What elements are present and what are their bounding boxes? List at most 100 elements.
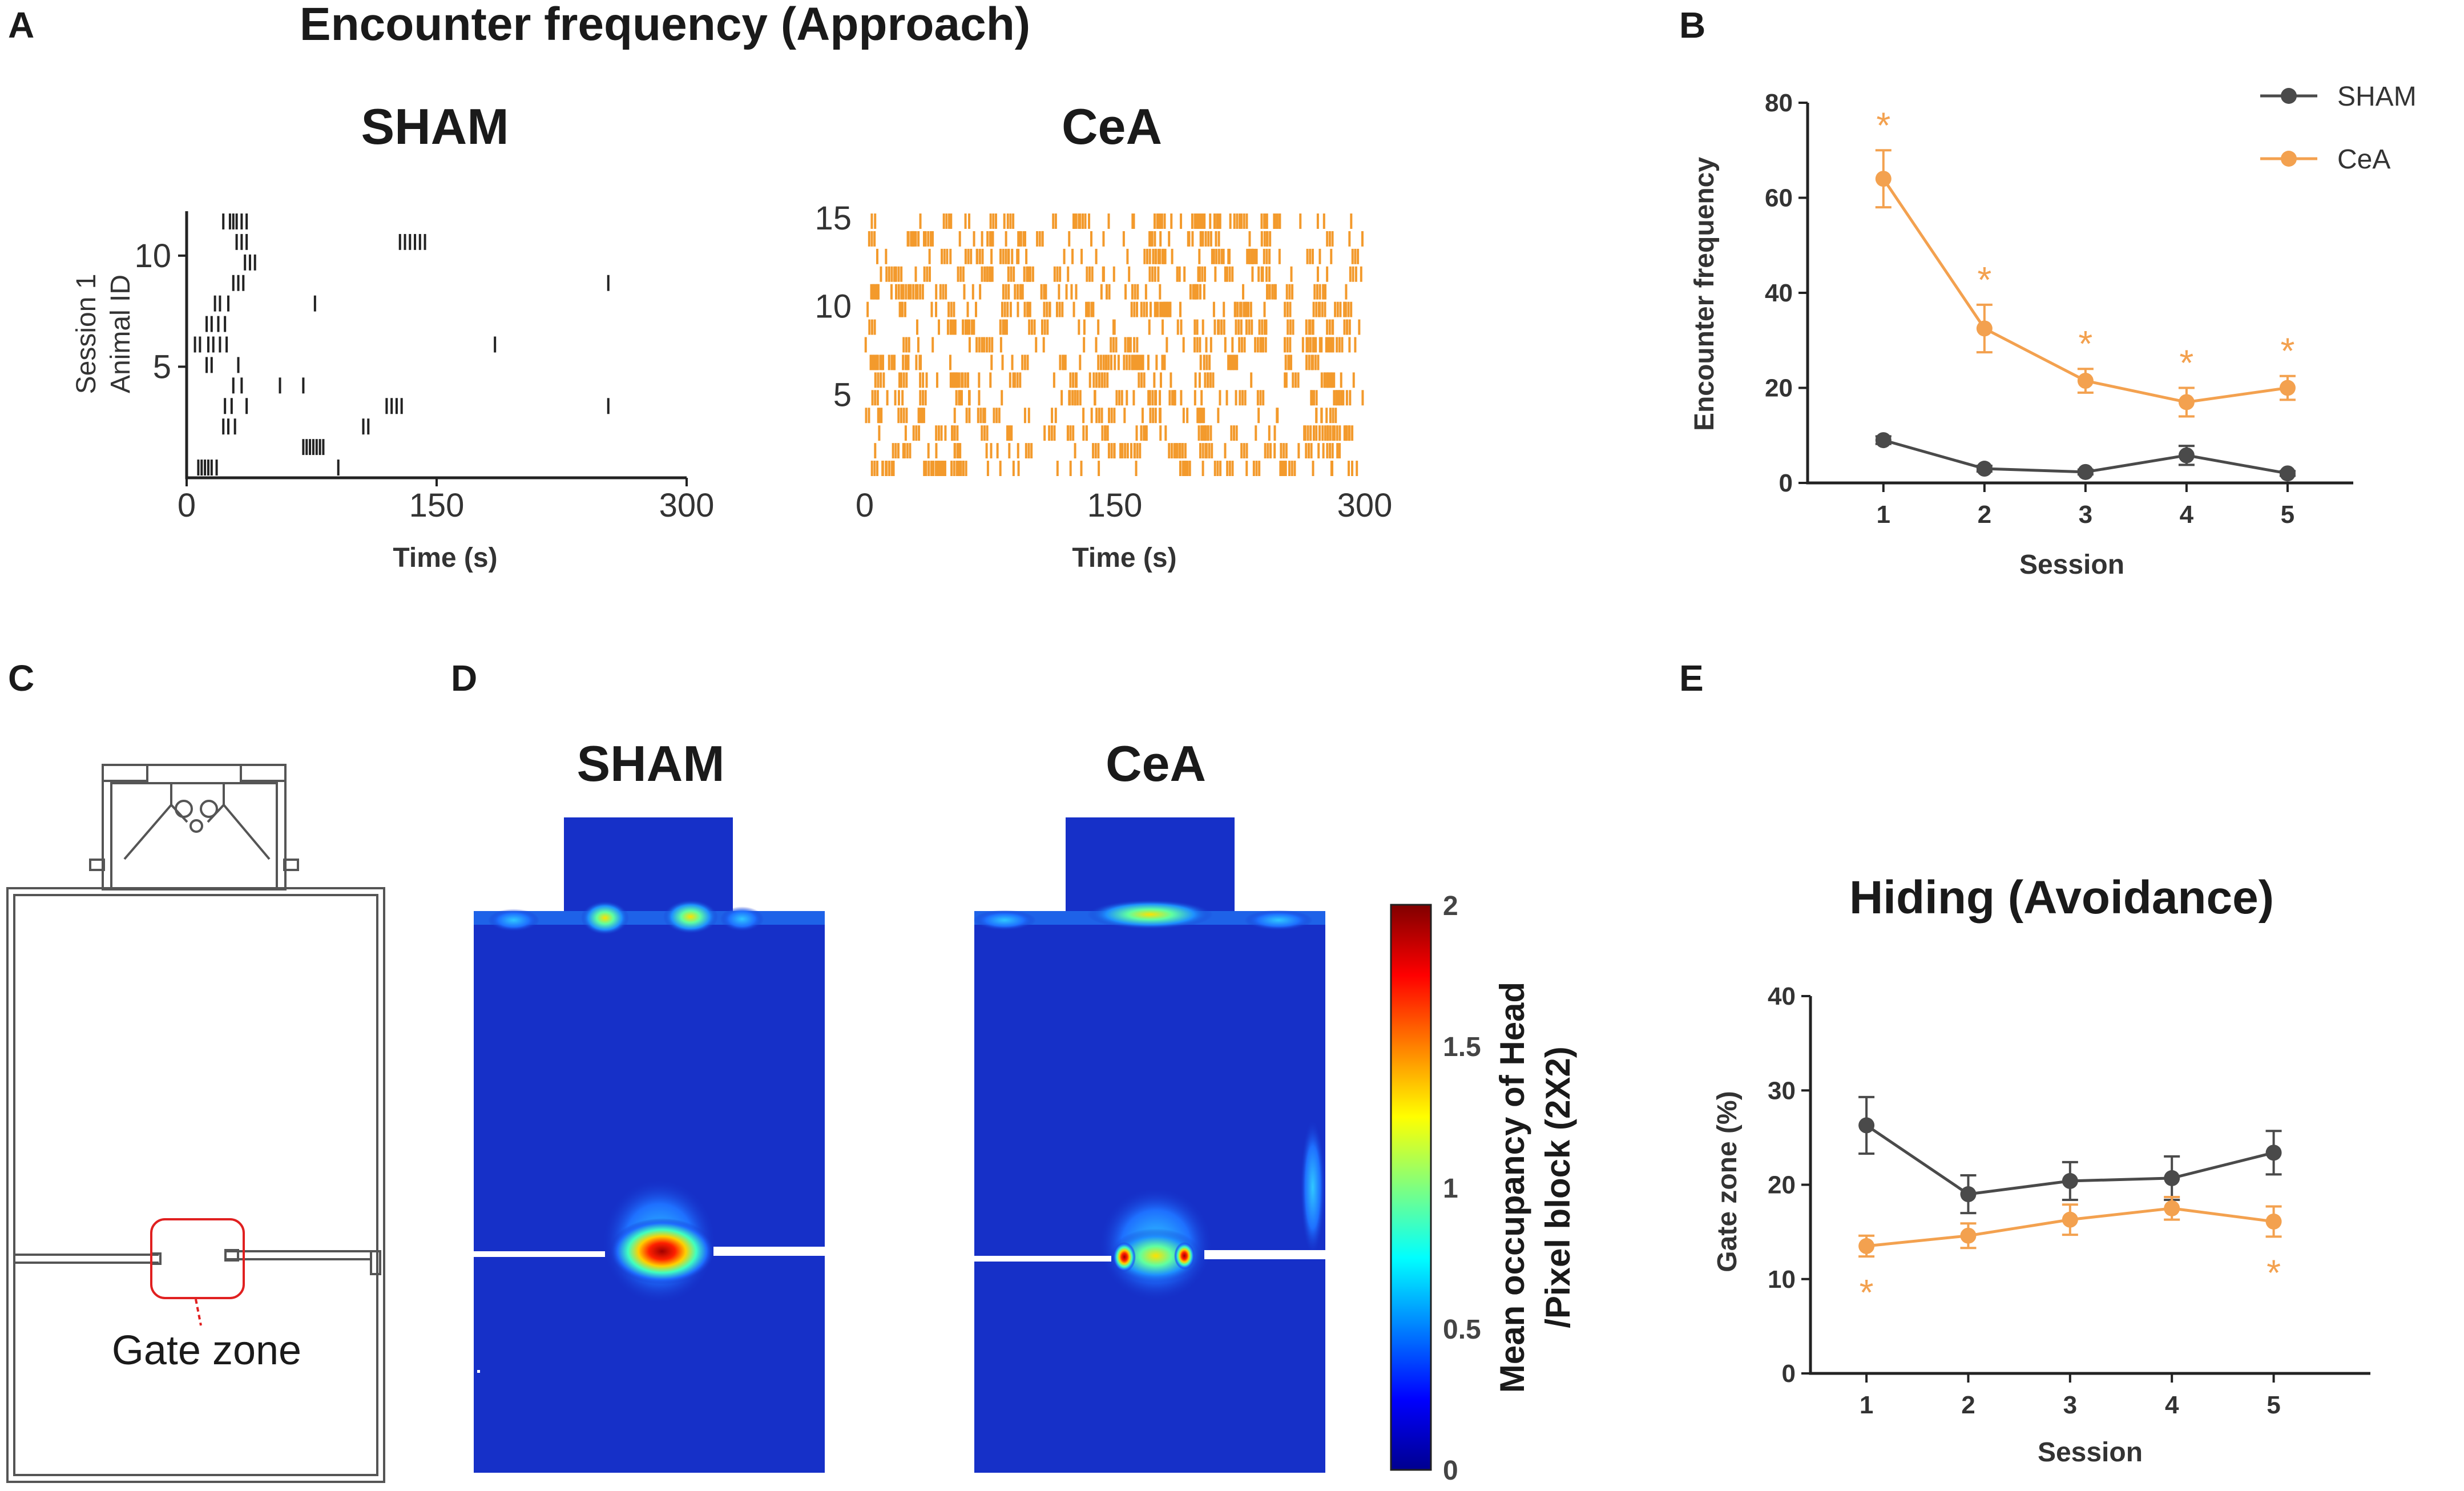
chart-b-axes [1806, 103, 2353, 485]
arena-head-tab-right [240, 764, 287, 782]
cea-hotspot-top-right [1244, 910, 1313, 930]
sham-xtick-label: 150 [409, 487, 465, 524]
chart-b-cea-point [2178, 394, 2195, 410]
arena-clip-right [283, 859, 299, 871]
chart-e-series: * * [1858, 1095, 2282, 1313]
chart-b-series: * * * * * [1875, 104, 2296, 482]
chart-e-xtick-label: 3 [2063, 1391, 2077, 1419]
chart-b-cea-point [2077, 373, 2094, 389]
cea-ytick-label: 5 [833, 376, 852, 413]
legend-cea-marker [2281, 151, 2297, 167]
chart-b-sham-point [2279, 465, 2296, 482]
chart-e-sham-point [2062, 1172, 2078, 1189]
chart-e-sham-point [2164, 1170, 2180, 1186]
gate-zone-box [150, 1218, 245, 1299]
chart-b-ticks: 0 20 40 60 80 1 2 3 4 5 [1765, 89, 2294, 529]
chart-e-significance-star: * [1860, 1272, 1874, 1313]
legend-sham-label: SHAM [2337, 82, 2417, 112]
cea-hotspot-gate-left [1113, 1242, 1136, 1272]
arena-clip-left [89, 859, 105, 871]
chart-b-cea-point [1875, 171, 1892, 187]
chart-b-ytick-label: 60 [1765, 184, 1793, 212]
cea-xtick-label: 150 [1087, 487, 1143, 524]
cea-heatmap-head-zone [1066, 817, 1235, 916]
sham-ytick-label: 10 [134, 237, 171, 275]
sham-divider-right [713, 1247, 825, 1256]
sham-heatmap-title: SHAM [576, 735, 724, 792]
chart-b-xtick-label: 3 [2079, 501, 2092, 529]
chart-b-sham-point [1875, 432, 1892, 449]
chart-e-sham-point [1960, 1186, 1977, 1203]
gate-zone-label: Gate zone [112, 1328, 301, 1373]
cea-hotspot-wall [1300, 1119, 1325, 1256]
cea-heatmap [973, 817, 1325, 1473]
colorbar-tick-1-5: 1.5 [1443, 1032, 1481, 1062]
chart-e-ytick-label: 0 [1782, 1360, 1796, 1388]
chart-b-ytick-label: 80 [1765, 89, 1793, 117]
chart-b-cea-point [2279, 380, 2296, 396]
panel-label-e: E [1679, 658, 1704, 699]
sham-hotspot-top-4 [488, 909, 539, 932]
chart-b-sham-point [1976, 461, 1993, 477]
cea-ytick-label: 10 [814, 288, 852, 325]
cea-ytick-label: 15 [814, 200, 852, 237]
chart-b-significance-star: * [2179, 342, 2193, 384]
chart-e-ytick-label: 30 [1768, 1077, 1796, 1105]
chart-e-ticks: 0 10 20 30 40 1 2 3 4 5 [1768, 982, 2281, 1419]
chart-e-cea-point [1858, 1238, 1875, 1254]
chart-b-xlabel: Session [2019, 550, 2124, 580]
chart-e-sham-point [1858, 1117, 1875, 1134]
chart-e-cea-point [2062, 1211, 2078, 1228]
sham-hotspot-top-3 [720, 906, 764, 932]
chart-b-xtick-label: 5 [2281, 501, 2294, 529]
chart-e-xlabel: Session [2038, 1437, 2143, 1468]
chart-b: 0 20 40 60 80 1 2 3 4 5 * * * * * Encounter frequency… [1689, 82, 2417, 580]
chart-b-significance-star: * [1977, 259, 1991, 300]
chart-b-ytick-label: 20 [1765, 374, 1793, 402]
sham-heatmap-head-zone [564, 817, 733, 916]
cea-hotspot-gate [1110, 1228, 1201, 1283]
chart-e-significance-star: * [2267, 1252, 2281, 1293]
chart-b-xtick-label: 2 [1978, 501, 1991, 529]
legend-cea-label: CeA [2337, 144, 2390, 175]
sham-raster-xlabel: Time (s) [393, 543, 497, 573]
cea-raster-title: CeA [1062, 98, 1162, 155]
sham-speck [477, 1370, 480, 1373]
chart-e-ytick-label: 40 [1768, 982, 1796, 1010]
sham-divider-left [474, 1251, 605, 1257]
colorbar-gradient [1390, 904, 1432, 1471]
cea-hotspot-top [1087, 900, 1213, 929]
panel-label-c: C [8, 658, 34, 699]
chart-b-significance-star: * [2078, 323, 2092, 364]
chart-b-ylabel: Encounter frequency [1689, 157, 1720, 431]
panel-label-b: B [1679, 5, 1705, 46]
arena-pin-right [200, 800, 218, 818]
chart-b-significance-star: * [2280, 331, 2294, 372]
cea-raster-events [864, 213, 1364, 476]
chart-e-cea-point [2164, 1200, 2180, 1216]
chart-b-significance-star: * [1876, 104, 1890, 146]
sham-raster: 0 150 300 5 10 Time (s) Session 1 Animal ID [71, 211, 714, 573]
arena-schematic [6, 764, 385, 1483]
chart-e-ytick-label: 10 [1768, 1266, 1796, 1293]
colorbar-tick-1: 1 [1443, 1174, 1458, 1204]
cea-xtick-label: 300 [1337, 487, 1393, 524]
chart-b-sham-point [2178, 447, 2195, 464]
arena-pin-left [175, 800, 193, 818]
arena-divider-tip-right [224, 1249, 239, 1262]
gate-zone-pointer [195, 1299, 202, 1326]
chart-b-ytick-label: 0 [1779, 469, 1793, 497]
sham-heatmap [474, 817, 825, 1473]
cea-xtick-label: 0 [856, 487, 874, 524]
heatmap-colorbar: 2 1.5 1 0.5 0 Mean occupancy of Head /Pi… [1390, 891, 1577, 1486]
cea-raster: 0 150 300 5 10 15 Time (s) [814, 200, 1392, 573]
chart-e-cea-point [2265, 1213, 2282, 1230]
chart-b-cea-point [1976, 320, 1993, 337]
arena-outer-wall [6, 887, 385, 1483]
chart-e-cea-point [1960, 1227, 1977, 1244]
chart-e-xtick-label: 5 [2267, 1391, 2280, 1419]
arena-head-tab-left [102, 764, 148, 782]
colorbar-tick-0: 0 [1443, 1456, 1458, 1486]
panel-a-title: Encounter frequency (Approach) [300, 0, 1030, 50]
